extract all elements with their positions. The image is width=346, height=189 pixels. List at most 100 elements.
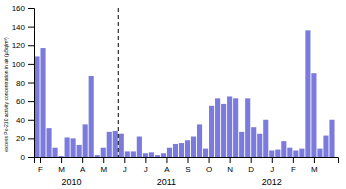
bar <box>59 156 64 157</box>
y-tick-label: 60 <box>16 97 25 106</box>
bar <box>34 56 39 157</box>
bar <box>251 127 256 157</box>
bar <box>293 150 298 157</box>
bar <box>239 132 244 157</box>
y-tick-label: 20 <box>16 134 25 143</box>
bar <box>221 104 226 157</box>
bar <box>149 152 154 157</box>
bar <box>173 144 178 157</box>
bar <box>125 151 130 157</box>
x-tick-mark <box>272 157 273 163</box>
bar <box>329 120 334 157</box>
x-tick-mark <box>251 157 252 163</box>
year-label: 2011 <box>157 177 176 187</box>
y-tick-label: 140 <box>12 23 26 32</box>
x-tick: A <box>164 157 170 174</box>
year-label: 2010 <box>62 177 82 187</box>
x-tick: O <box>206 157 212 174</box>
y-tick-label: 0 <box>21 153 26 162</box>
bar <box>263 120 268 157</box>
bar <box>323 136 328 157</box>
bar <box>185 140 190 157</box>
plot: 0 20 40 60 80 100 120 140 160 F M A M J J A S O N D J F M 2010 2… <box>12 4 339 187</box>
bar <box>119 134 124 157</box>
bar <box>77 145 82 157</box>
x-tick-label: J <box>123 165 127 174</box>
y-tick-label: 100 <box>12 60 26 69</box>
y-tick-mark <box>28 45 34 46</box>
bar <box>167 148 172 157</box>
y-tick: 60 <box>16 97 34 106</box>
x-tick: A <box>80 157 86 174</box>
y-axis-title: excess Po-210 activity concentration in … <box>3 37 9 152</box>
y-axis: 0 20 40 60 80 100 120 140 160 <box>12 4 35 162</box>
bar <box>233 98 238 157</box>
x-axis-line <box>35 158 339 164</box>
bar <box>317 149 322 157</box>
bar <box>65 137 70 157</box>
x-tick-label: F <box>38 165 43 174</box>
x-tick-mark <box>124 157 125 163</box>
y-tick-mark <box>28 8 34 9</box>
bar <box>299 149 304 157</box>
x-tick: J <box>144 157 148 174</box>
bar <box>107 132 112 157</box>
bar <box>281 141 286 157</box>
x-tick: F <box>38 157 43 174</box>
bar <box>71 138 76 157</box>
bar <box>95 155 100 157</box>
y-tick-mark <box>28 157 34 158</box>
y-tick: 140 <box>12 23 34 32</box>
x-tick-label: M <box>58 165 65 174</box>
x-tick: M <box>100 157 107 174</box>
marks <box>34 8 334 157</box>
y-tick-mark <box>28 27 34 28</box>
x-tick: M <box>311 157 318 174</box>
x-tick-mark <box>103 157 104 163</box>
x-tick-label: O <box>206 165 212 174</box>
bar <box>53 148 58 157</box>
y-tick-mark <box>28 101 34 102</box>
bar <box>155 155 160 157</box>
x-tick-label: A <box>80 165 86 174</box>
x-tick: S <box>185 157 190 174</box>
x-tick-mark <box>145 157 146 163</box>
x-tick-label: A <box>164 165 170 174</box>
y-tick-label: 40 <box>16 116 25 125</box>
x-tick-label: J <box>144 165 148 174</box>
y-tick-label: 160 <box>12 4 26 13</box>
x-tick-label: F <box>291 165 296 174</box>
y-tick-mark <box>28 83 34 84</box>
y-axis-line <box>28 9 35 158</box>
bar <box>275 150 280 157</box>
x-tick: N <box>227 157 233 174</box>
x-tick-label: D <box>248 165 254 174</box>
x-tick-mark <box>166 157 167 163</box>
bar <box>305 30 310 157</box>
reference-line <box>118 8 119 157</box>
bar <box>161 153 166 157</box>
x-tick-label: J <box>270 165 274 174</box>
y-tick-label: 80 <box>16 79 25 88</box>
year-label: 2012 <box>262 177 282 187</box>
bar <box>131 151 136 157</box>
chart: 0 20 40 60 80 100 120 140 160 F M A M J J A S O N D J F M 2010 2… <box>0 0 346 189</box>
x-tick-mark <box>230 157 231 163</box>
x-tick-label: S <box>185 165 190 174</box>
y-tick: 120 <box>12 41 34 50</box>
bar <box>40 48 45 157</box>
bar <box>203 149 208 157</box>
x-tick-label: M <box>100 165 107 174</box>
x-tick-mark <box>209 157 210 163</box>
x-tick: M <box>58 157 65 174</box>
bar <box>209 106 214 157</box>
bar <box>143 153 148 157</box>
bar <box>113 131 118 157</box>
x-tick: F <box>291 157 296 174</box>
x-tick-mark <box>314 157 315 163</box>
x-tick-label: M <box>311 165 318 174</box>
x-tick-label: N <box>227 165 233 174</box>
y-tick: 80 <box>16 79 34 88</box>
bar <box>257 134 262 157</box>
bar <box>227 96 232 157</box>
